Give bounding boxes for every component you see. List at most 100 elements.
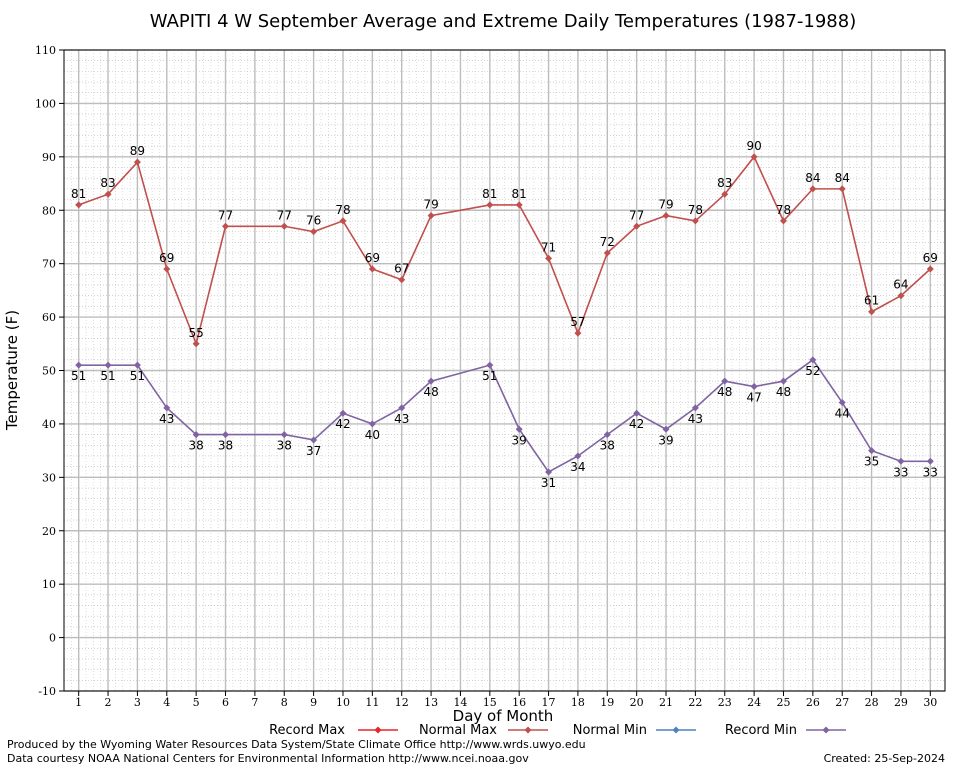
normal-max-point: [603, 249, 611, 257]
x-tick-label: 8: [281, 696, 288, 709]
normal-max-point: [398, 276, 406, 284]
normal-max-data-label: 77: [218, 208, 233, 222]
record-min-point: [427, 377, 435, 385]
normal-max-data-label: 77: [629, 208, 644, 222]
normal-max-data-label: 84: [835, 171, 850, 185]
normal-max-data-label: 55: [189, 326, 204, 340]
record-min-data-label: 42: [629, 417, 644, 431]
normal-max-point: [310, 228, 318, 236]
record-min-point: [926, 457, 934, 465]
y-tick-label: 80: [42, 204, 56, 217]
record-min-line: [78, 358, 931, 474]
record-min-point: [691, 404, 699, 412]
normal-max-data-label: 78: [776, 203, 791, 217]
footer-data-source: Data courtesy NOAA National Centers for …: [7, 752, 529, 765]
normal-max-point: [779, 217, 787, 225]
x-axis-title: Day of Month: [453, 707, 554, 725]
normal-max-data-label: 81: [71, 187, 86, 201]
normal-max-data-label: 72: [600, 235, 615, 249]
normal-max-point: [339, 217, 347, 225]
record-min-data-label: 35: [864, 455, 879, 469]
x-tick-label: 15: [483, 696, 497, 709]
record-min-data-label: 52: [805, 364, 820, 378]
legend-label-record-max: Record Max: [269, 723, 345, 738]
record-min-data-label: 31: [541, 476, 556, 490]
x-tick-label: 20: [630, 696, 644, 709]
normal-max-data-label: 67: [394, 262, 409, 276]
normal-max-data-label: 76: [306, 214, 321, 228]
x-tick-label: 10: [336, 696, 350, 709]
normal-max-data-label: 83: [717, 176, 732, 190]
normal-max-data-label: 89: [130, 144, 145, 158]
normal-max-point: [691, 217, 699, 225]
grid: [64, 49, 945, 692]
x-tick-label: 25: [776, 696, 790, 709]
x-tick-label: 17: [542, 696, 556, 709]
normal-max-data-label: 64: [893, 278, 908, 292]
normal-max-point: [280, 222, 288, 230]
record-min-point: [222, 431, 230, 439]
record-min-data-label: 38: [600, 439, 615, 453]
x-tick-label: 4: [163, 696, 170, 709]
normal-max-point: [545, 254, 553, 262]
normal-max-point: [662, 212, 670, 220]
normal-max-point: [574, 329, 582, 337]
legend-label-record-min: Record Min: [725, 723, 797, 738]
normal-max-point: [897, 292, 905, 300]
normal-max-point: [192, 340, 200, 348]
record-min-point: [339, 409, 347, 417]
record-min-point: [368, 420, 376, 428]
normal-max-data-label: 79: [423, 198, 438, 212]
y-tick-label: 50: [42, 365, 56, 378]
y-tick-label: 70: [42, 258, 56, 271]
record-min-data-label: 33: [893, 465, 908, 479]
record-min-point: [779, 377, 787, 385]
x-tick-label: 5: [193, 696, 200, 709]
normal-max-point: [838, 185, 846, 193]
record-min-point: [809, 356, 817, 364]
record-min-data-label: 38: [218, 439, 233, 453]
x-tick-label: 24: [747, 696, 761, 709]
record-min-data-label: 42: [335, 417, 350, 431]
series-layer: [75, 153, 934, 476]
y-axis-title: Temperature (F): [3, 310, 21, 431]
x-tick-label: 11: [365, 696, 379, 709]
record-min-point: [574, 452, 582, 460]
y-tick-label: 0: [49, 632, 56, 645]
record-min-data-label: 48: [776, 385, 791, 399]
record-min-data-label: 51: [100, 369, 115, 383]
normal-max-data-label: 71: [541, 240, 556, 254]
normal-max-data-label: 69: [365, 251, 380, 265]
normal-max-point: [104, 190, 112, 198]
y-tick-label: 110: [35, 44, 56, 57]
legend-marker-record-min: [822, 726, 830, 734]
record-min-point: [104, 361, 112, 369]
normal-max-point: [868, 308, 876, 316]
record-min-point: [133, 361, 141, 369]
data-labels: 81 83 89 69 55 77 77 76 78 69 67 79 81 81 71 57 72 77 79 78…: [71, 139, 938, 490]
record-min-point: [662, 425, 670, 433]
y-tick-label: 90: [42, 151, 56, 164]
record-min-data-label: 51: [482, 369, 497, 383]
normal-max-line: [78, 155, 931, 347]
normal-max-point: [515, 201, 523, 209]
normal-max-data-label: 81: [482, 187, 497, 201]
record-min-point: [486, 361, 494, 369]
normal-max-point: [163, 265, 171, 273]
normal-max-point: [721, 190, 729, 198]
record-min-point: [310, 436, 318, 444]
normal-max-point: [486, 201, 494, 209]
record-min-data-label: 44: [835, 407, 850, 421]
normal-max-data-label: 69: [159, 251, 174, 265]
record-min-point: [75, 361, 83, 369]
record-min-data-label: 38: [277, 439, 292, 453]
x-tick-label: 9: [310, 696, 317, 709]
normal-max-point: [427, 212, 435, 220]
x-tick-label: 19: [600, 696, 614, 709]
normal-max-point: [809, 185, 817, 193]
normal-max-data-label: 78: [335, 203, 350, 217]
normal-max-data-label: 90: [746, 139, 761, 153]
legend: Record Max Normal Max Normal Min Record Min: [269, 723, 846, 738]
record-min-data-label: 51: [130, 369, 145, 383]
